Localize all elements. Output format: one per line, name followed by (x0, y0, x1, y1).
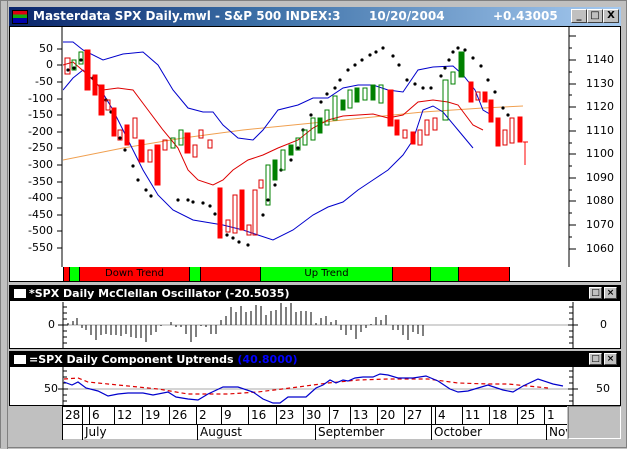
y-label: -400 (28, 191, 53, 204)
trend-segment (430, 267, 458, 281)
day-tick (82, 407, 101, 424)
oscillator-bars (67, 303, 424, 342)
y-label: -300 (28, 158, 53, 171)
day-tick: 16 (248, 407, 276, 424)
time-axis[interactable]: 28 6 12 19 26 2 9 16 23 30 7 13 20 27 4 … (62, 406, 567, 440)
window-date: 10/20/2004 (369, 9, 445, 23)
close-button[interactable]: X (603, 9, 619, 23)
maximize-button[interactable]: □ (587, 9, 603, 23)
minimize-button[interactable]: _ (571, 9, 587, 23)
trend-segment (69, 267, 79, 281)
mcclellan-title-bar[interactable]: *SPX Daily McClellan Oscillator (-20.503… (10, 286, 620, 301)
trend-segment (200, 267, 260, 281)
title-bar[interactable]: Masterdata SPX Daily.mwl - S&P 500 INDEX… (9, 7, 621, 26)
y-label-right: 1060 (586, 242, 614, 255)
mcclellan-panel[interactable]: *SPX Daily McClellan Oscillator (-20.503… (9, 285, 621, 349)
y-label-right: 1090 (586, 171, 614, 184)
day-tick: 4 (435, 407, 462, 424)
y-label-right: 1100 (586, 147, 614, 160)
month-cell (62, 424, 82, 440)
window-change: +0.43005 (493, 9, 558, 23)
corner-box (568, 406, 621, 439)
day-tick: 11 (462, 407, 489, 424)
day-tick: 18 (489, 407, 517, 424)
y-label: 50 (39, 42, 53, 55)
y-label: -500 (28, 224, 53, 237)
day-tick (431, 407, 435, 424)
price-chart-panel[interactable]: 50 0 -50 -100 -150 -200 -250 -300 -350 -… (9, 26, 621, 282)
day-tick: 13 (350, 407, 377, 424)
panel-maximize-button[interactable]: □ (589, 353, 602, 365)
y-label: 0 (46, 58, 53, 71)
y-label: -100 (28, 92, 53, 105)
trend-segment (63, 267, 69, 281)
trend-segment (392, 267, 430, 281)
y-label-right: 1120 (586, 100, 614, 113)
day-tick: 12 (114, 407, 142, 424)
day-tick: 9 (221, 407, 248, 424)
uptrends-title: =SPX Daily Component Uptrends (29, 353, 234, 366)
y-label-right: 1130 (586, 77, 614, 90)
y-label-right: 1080 (586, 194, 614, 207)
uptrends-label-right: 50 (596, 382, 610, 395)
day-tick: 6 (89, 407, 114, 424)
day-tick: 28 (62, 407, 82, 424)
month-october: October (431, 424, 546, 440)
y-label: -200 (28, 125, 53, 138)
month-august: August (197, 424, 315, 440)
panel-menu-icon[interactable] (14, 289, 26, 298)
trend-segment-up: Up Trend (260, 267, 392, 281)
y-label-right: 1070 (586, 218, 614, 231)
left-frame (1, 1, 8, 449)
y-label: -150 (28, 108, 53, 121)
uptrends-title-bar[interactable]: =SPX Daily Component Uptrends (40.8000) … (10, 352, 620, 367)
day-tick: 30 (303, 407, 329, 424)
y-label: -50 (35, 75, 53, 88)
day-tick: 26 (169, 407, 196, 424)
price-plot[interactable] (63, 30, 568, 267)
axis-corner-left (9, 406, 62, 439)
mcclellan-title: *SPX Daily McClellan Oscillator (-20.503… (29, 287, 290, 300)
osc-zero-label-left: 0 (48, 318, 55, 331)
uptrends-label-left: 50 (44, 382, 58, 395)
left-y-axis: 50 0 -50 -100 -150 -200 -250 -300 -350 -… (10, 27, 63, 267)
day-tick: 27 (404, 407, 431, 424)
y-label-right: 1110 (586, 124, 614, 137)
app-icon (12, 9, 28, 24)
trend-segment-down: Down Trend (79, 267, 189, 281)
uptrends-plot (58, 367, 578, 407)
window-title: Masterdata SPX Daily.mwl - S&P 500 INDEX… (33, 9, 341, 23)
day-tick: 1 (544, 407, 567, 424)
trend-segment (458, 267, 510, 281)
oscillator-plot (58, 302, 578, 348)
day-tick: 2 (196, 407, 221, 424)
day-tick: 19 (142, 407, 169, 424)
osc-zero-label-right: 0 (600, 318, 607, 331)
trend-segment (189, 267, 200, 281)
uptrends-panel[interactable]: =SPX Daily Component Uptrends (40.8000) … (9, 351, 621, 407)
day-tick: 23 (276, 407, 303, 424)
trend-bar: Down Trend Up Trend (63, 267, 568, 281)
uptrends-value: (40.8000) (237, 353, 298, 366)
y-label: -450 (28, 208, 53, 221)
month-september: September (315, 424, 431, 440)
panel-menu-icon[interactable] (14, 355, 26, 364)
month-november: Nov (546, 424, 567, 440)
day-tick: 25 (517, 407, 544, 424)
panel-maximize-button[interactable]: □ (589, 287, 602, 299)
day-tick: 20 (377, 407, 404, 424)
month-july: July (82, 424, 197, 440)
panel-close-button[interactable]: × (604, 287, 617, 299)
y-label: -350 (28, 175, 53, 188)
panel-close-button[interactable]: × (604, 353, 617, 365)
day-tick: 7 (329, 407, 350, 424)
y-label-right: 1140 (586, 53, 614, 66)
y-label: -550 (28, 241, 53, 254)
y-label: -250 (28, 141, 53, 154)
right-y-axis: 1140 1130 1120 1110 1100 1090 1080 1070 … (568, 27, 622, 267)
